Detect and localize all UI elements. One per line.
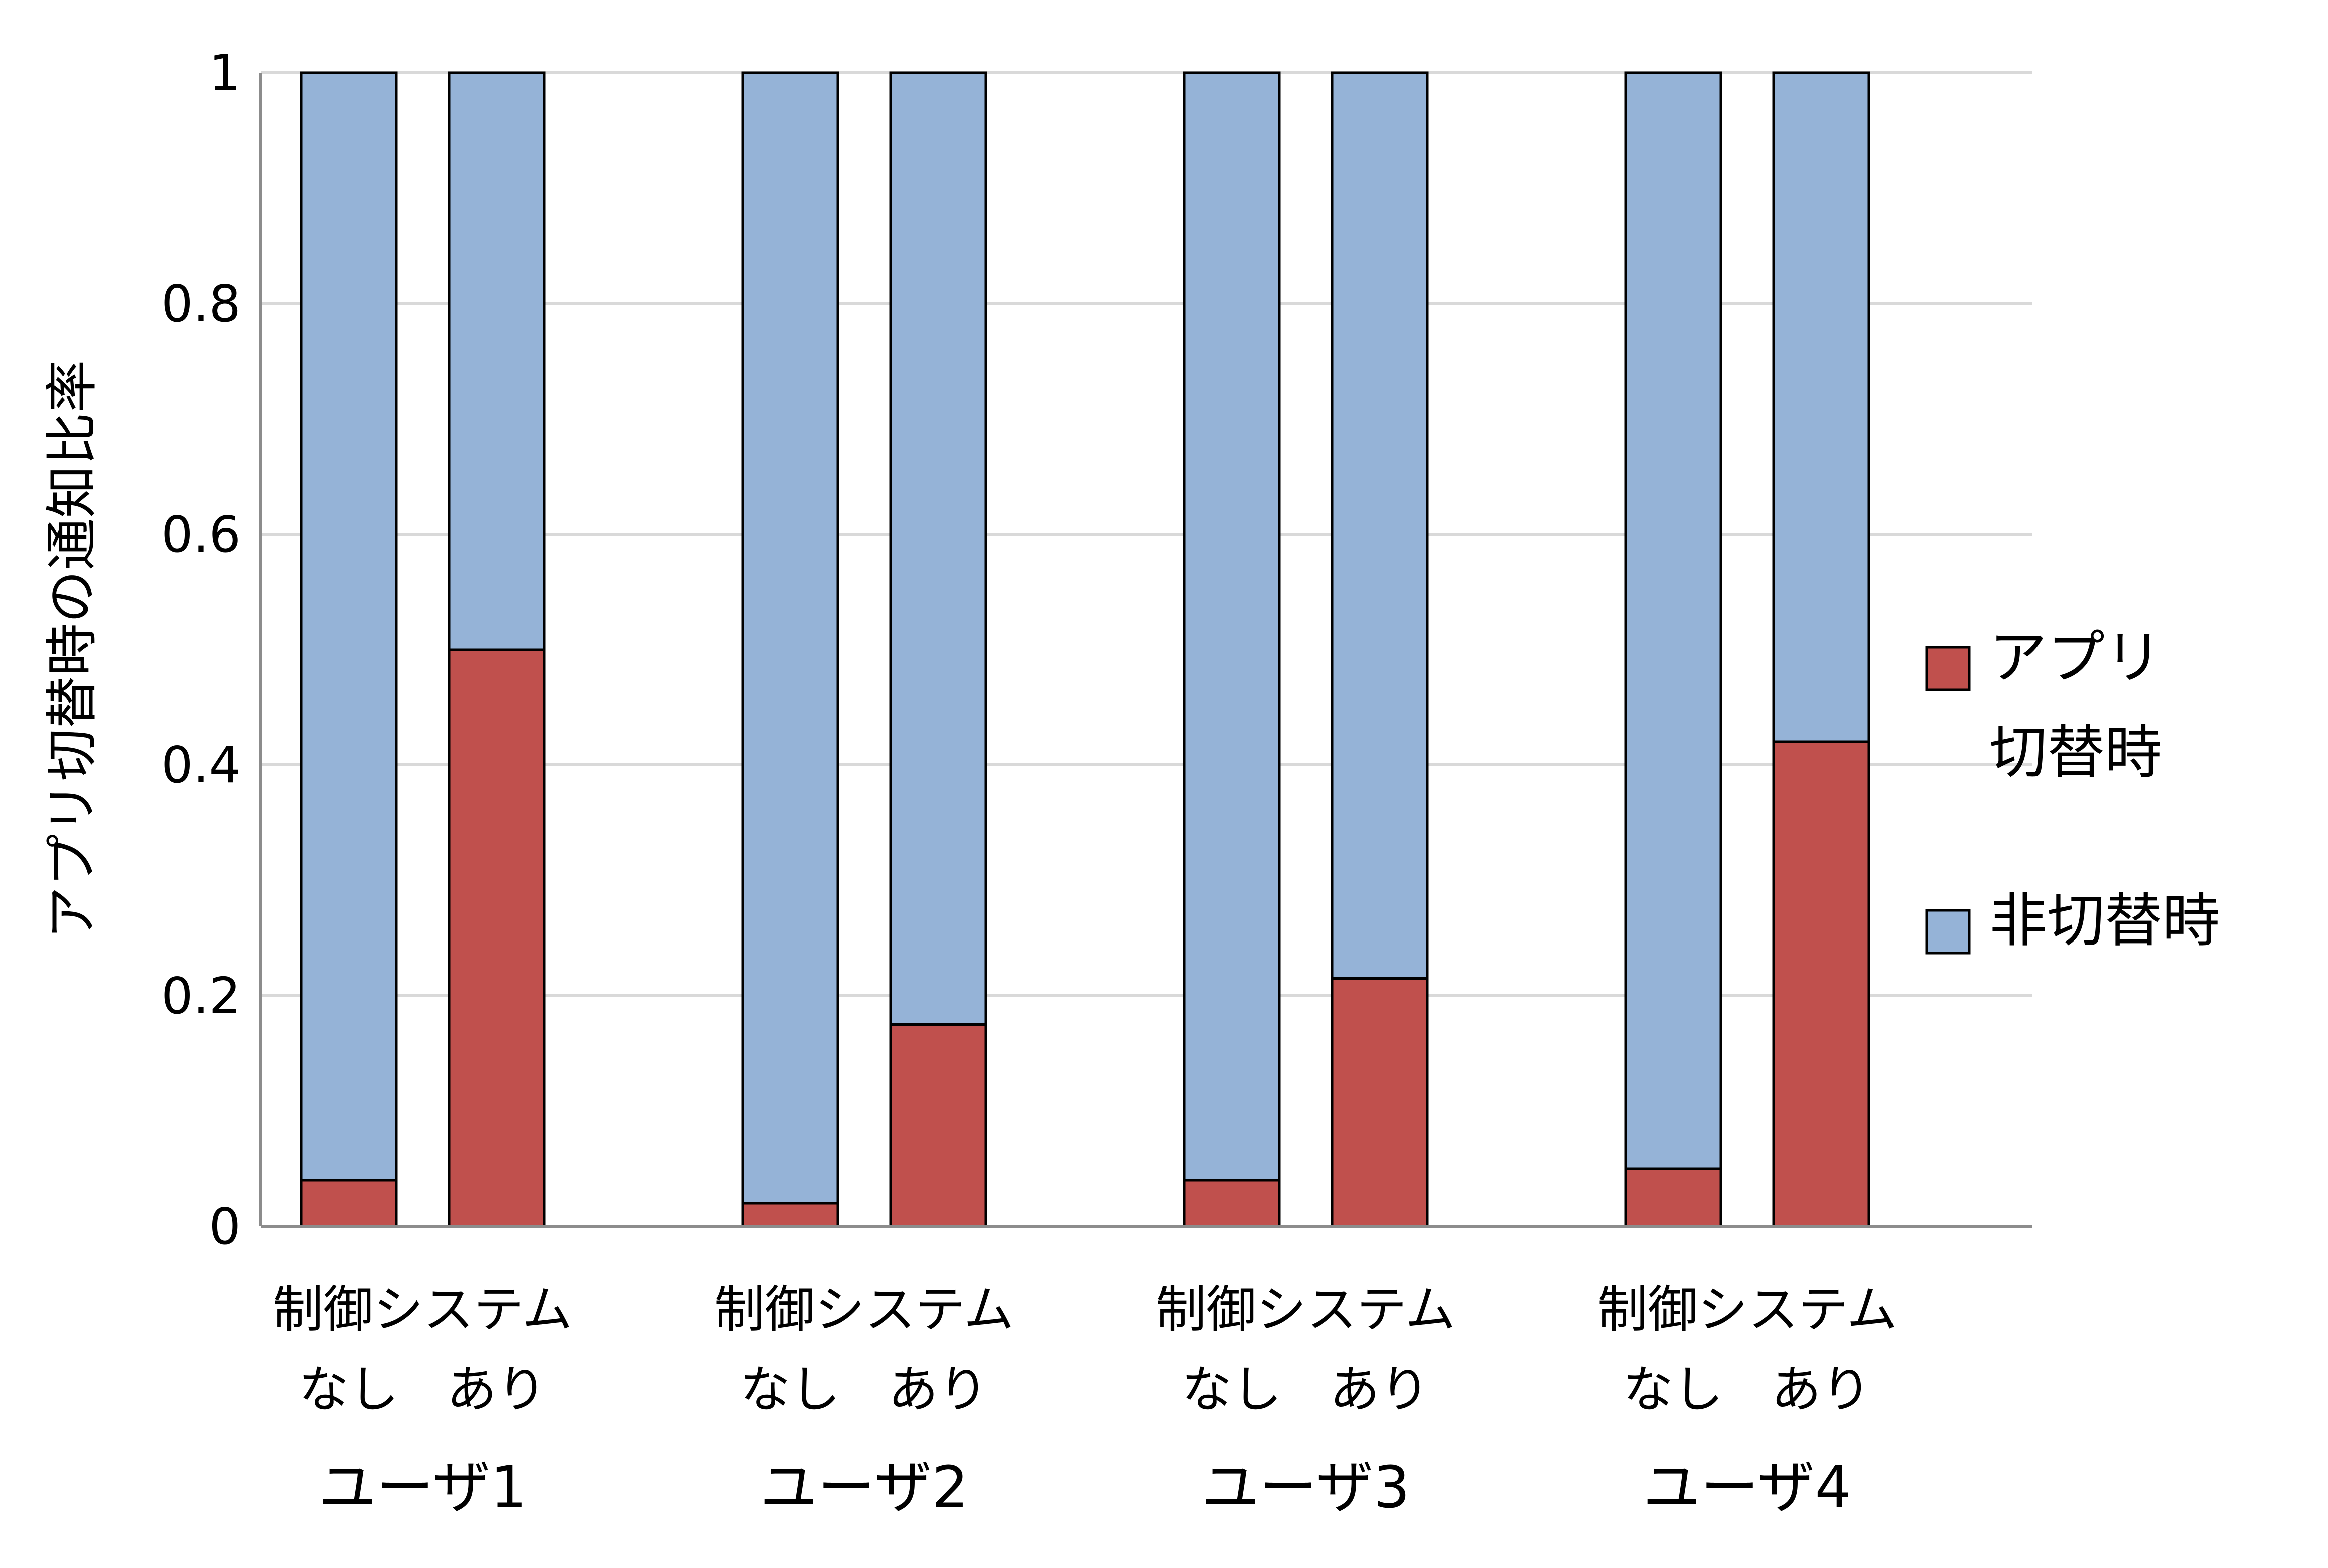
- bar-condition-label: なし: [1623, 1360, 1723, 1419]
- y-tick-label: 1: [209, 44, 241, 102]
- bar-segment-app_switch: [1331, 977, 1429, 1228]
- group-label: ユーザ1: [319, 1454, 527, 1521]
- bar-condition-label: なし: [740, 1360, 840, 1419]
- y-axis-label: アプリ切替時の通知比率: [42, 360, 103, 939]
- bar-condition-label: あり: [1771, 1360, 1871, 1419]
- y-tick-labels: 0 0.2 0.4 0.6 0.8 1: [161, 44, 241, 1256]
- gridlines: [261, 71, 2032, 997]
- y-tick-label: 0.4: [161, 736, 241, 795]
- group-label: ユーザ2: [760, 1454, 969, 1521]
- system-label: 制御システム: [1597, 1280, 1897, 1339]
- y-tick-label: 0.8: [161, 274, 241, 333]
- y-tick-label: 0: [209, 1197, 241, 1256]
- bar-segment-non_switch: [1183, 71, 1281, 1182]
- system-label: 制御システム: [1156, 1280, 1456, 1339]
- system-label: 制御システム: [714, 1280, 1014, 1339]
- bar-segment-app_switch: [1624, 1167, 1722, 1228]
- bar-segment-app_switch: [889, 1023, 987, 1228]
- y-tick-label: 0.6: [161, 505, 241, 564]
- bar-segment-app_switch: [448, 648, 546, 1228]
- legend-label: 切替時: [1989, 719, 2162, 787]
- bar-segment-non_switch: [1772, 71, 1870, 743]
- bar-condition-label: なし: [1182, 1360, 1282, 1419]
- bar-segment-non_switch: [1331, 71, 1429, 980]
- axes: [259, 73, 2032, 1228]
- bars: [300, 71, 1870, 1228]
- bar-condition-label: あり: [447, 1360, 547, 1419]
- bar-segment-app_switch: [1772, 740, 1870, 1228]
- bar-segment-non_switch: [448, 71, 546, 651]
- bar-segment-app_switch: [741, 1202, 839, 1228]
- legend-label: アプリ: [1989, 624, 2162, 691]
- legend-swatch-non_switch: [1925, 909, 1971, 955]
- bar-condition-label: なし: [299, 1360, 399, 1419]
- bar-segment-non_switch: [741, 71, 839, 1205]
- bar-segment-non_switch: [1624, 71, 1722, 1170]
- bar-segment-app_switch: [300, 1179, 398, 1228]
- legend-swatch-app_switch: [1925, 646, 1971, 691]
- bar-segment-app_switch: [1183, 1179, 1281, 1228]
- system-label: 制御システム: [273, 1280, 572, 1339]
- group-label: ユーザ3: [1202, 1454, 1410, 1521]
- bar-segment-non_switch: [300, 71, 398, 1182]
- y-tick-label: 0.2: [161, 967, 241, 1025]
- group-label: ユーザ4: [1643, 1454, 1852, 1521]
- legend-label: 非切替時: [1989, 887, 2220, 955]
- bar-condition-label: あり: [888, 1360, 988, 1419]
- bar-condition-label: あり: [1330, 1360, 1430, 1419]
- bar-segment-non_switch: [889, 71, 987, 1026]
